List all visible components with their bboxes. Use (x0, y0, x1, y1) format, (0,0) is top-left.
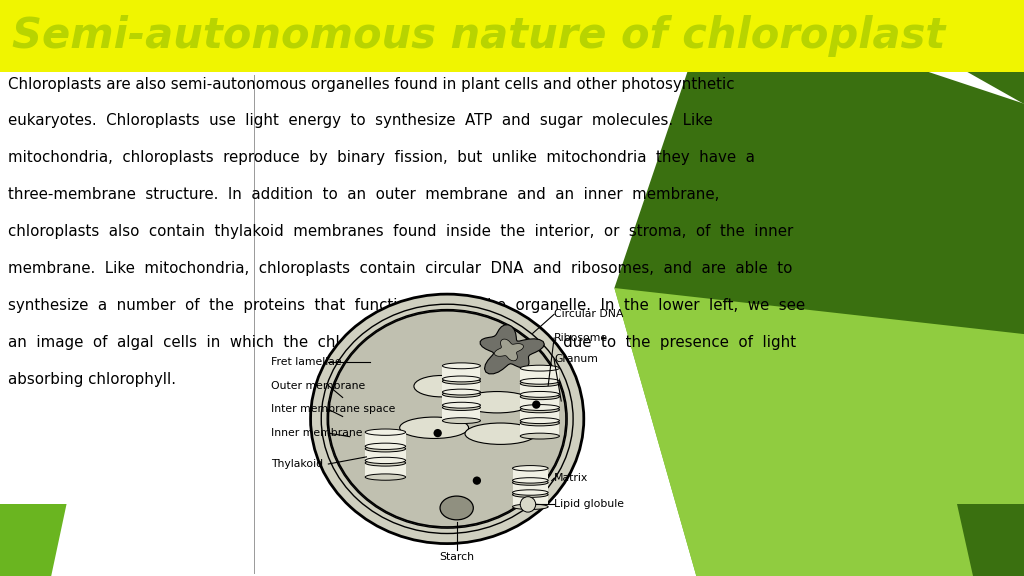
Ellipse shape (520, 404, 559, 411)
Polygon shape (614, 0, 1024, 504)
Text: Inter membrane space: Inter membrane space (271, 404, 395, 414)
Text: mitochondria,  chloroplasts  reproduce  by  binary  fission,  but  unlike  mitoc: mitochondria, chloroplasts reproduce by … (8, 150, 755, 165)
Ellipse shape (513, 504, 548, 510)
Ellipse shape (366, 443, 406, 449)
Bar (366, 432, 406, 449)
Text: Lipid globule: Lipid globule (554, 499, 624, 509)
Ellipse shape (310, 294, 584, 544)
Text: Fret lamellae: Fret lamellae (271, 357, 342, 367)
Bar (442, 392, 480, 407)
Ellipse shape (473, 476, 481, 485)
Ellipse shape (520, 497, 536, 512)
Ellipse shape (442, 389, 480, 395)
Ellipse shape (513, 490, 548, 495)
Ellipse shape (442, 418, 480, 423)
Text: Inner membrane: Inner membrane (271, 428, 362, 438)
Text: chloroplasts  also  contain  thylakoid  membranes  found  inside  the  interior,: chloroplasts also contain thylakoid memb… (8, 224, 794, 239)
Text: Chloroplasts are also semi-autonomous organelles found in plant cells and other : Chloroplasts are also semi-autonomous or… (8, 77, 734, 92)
Ellipse shape (442, 404, 480, 411)
Ellipse shape (462, 392, 532, 413)
Polygon shape (957, 504, 1024, 576)
Ellipse shape (366, 446, 406, 452)
Bar (442, 379, 480, 395)
Ellipse shape (399, 417, 469, 438)
Bar (520, 420, 559, 436)
Bar (0, 0, 1024, 72)
Ellipse shape (520, 407, 559, 413)
Polygon shape (0, 504, 67, 576)
Ellipse shape (414, 376, 469, 397)
Ellipse shape (442, 392, 480, 397)
Text: Matrix: Matrix (554, 473, 589, 483)
Polygon shape (480, 325, 545, 374)
Bar (513, 468, 548, 483)
Polygon shape (840, 0, 1024, 104)
Ellipse shape (520, 365, 559, 371)
Ellipse shape (366, 429, 406, 435)
Ellipse shape (520, 420, 559, 426)
Ellipse shape (366, 457, 406, 464)
Ellipse shape (520, 378, 559, 384)
Ellipse shape (513, 478, 548, 483)
Bar (520, 381, 559, 397)
Ellipse shape (433, 429, 441, 437)
Ellipse shape (520, 418, 559, 423)
Bar (520, 407, 559, 423)
Bar (513, 492, 548, 507)
Bar (520, 395, 559, 410)
Ellipse shape (440, 496, 473, 520)
Text: membrane.  Like  mitochondria,  chloroplasts  contain  circular  DNA  and  ribos: membrane. Like mitochondria, chloroplast… (8, 261, 793, 276)
Text: absorbing chlorophyll.: absorbing chlorophyll. (8, 372, 176, 386)
Text: Outer membrane: Outer membrane (271, 381, 366, 391)
Text: synthesize  a  number  of  the  proteins  that  function  within  the  organelle: synthesize a number of the proteins that… (8, 298, 805, 313)
Bar (442, 366, 480, 381)
Ellipse shape (442, 402, 480, 408)
Ellipse shape (520, 394, 559, 400)
Ellipse shape (513, 465, 548, 471)
Ellipse shape (532, 400, 541, 409)
Text: Semi-autonomous nature of chloroplast: Semi-autonomous nature of chloroplast (12, 15, 945, 57)
Ellipse shape (366, 460, 406, 466)
Ellipse shape (442, 378, 480, 384)
Text: Granum: Granum (554, 354, 598, 365)
Ellipse shape (513, 480, 548, 485)
Ellipse shape (465, 423, 537, 445)
Ellipse shape (520, 392, 559, 397)
Bar (366, 460, 406, 477)
Bar (442, 405, 480, 420)
Ellipse shape (329, 310, 566, 527)
Text: an  image  of  algal  cells  in  which  the  chloroplast  are  readily  visible : an image of algal cells in which the chl… (8, 335, 797, 350)
Polygon shape (614, 288, 1024, 576)
Bar (513, 480, 548, 495)
Polygon shape (495, 339, 523, 361)
Ellipse shape (442, 363, 480, 369)
Text: Thylakoid: Thylakoid (271, 459, 324, 469)
Ellipse shape (520, 433, 559, 439)
Polygon shape (614, 288, 1024, 576)
Text: eukaryotes.  Chloroplasts  use  light  energy  to  synthesize  ATP  and  sugar  : eukaryotes. Chloroplasts use light energ… (8, 113, 713, 128)
Ellipse shape (442, 376, 480, 382)
Bar (366, 446, 406, 463)
Text: Circular DNA: Circular DNA (554, 309, 624, 319)
Ellipse shape (513, 492, 548, 497)
Ellipse shape (366, 474, 406, 480)
Text: Starch: Starch (439, 552, 474, 562)
Bar (520, 368, 559, 384)
Ellipse shape (520, 381, 559, 386)
Text: Ribosome: Ribosome (554, 333, 608, 343)
Text: three-membrane  structure.  In  addition  to  an  outer  membrane  and  an  inne: three-membrane structure. In addition to… (8, 187, 720, 202)
